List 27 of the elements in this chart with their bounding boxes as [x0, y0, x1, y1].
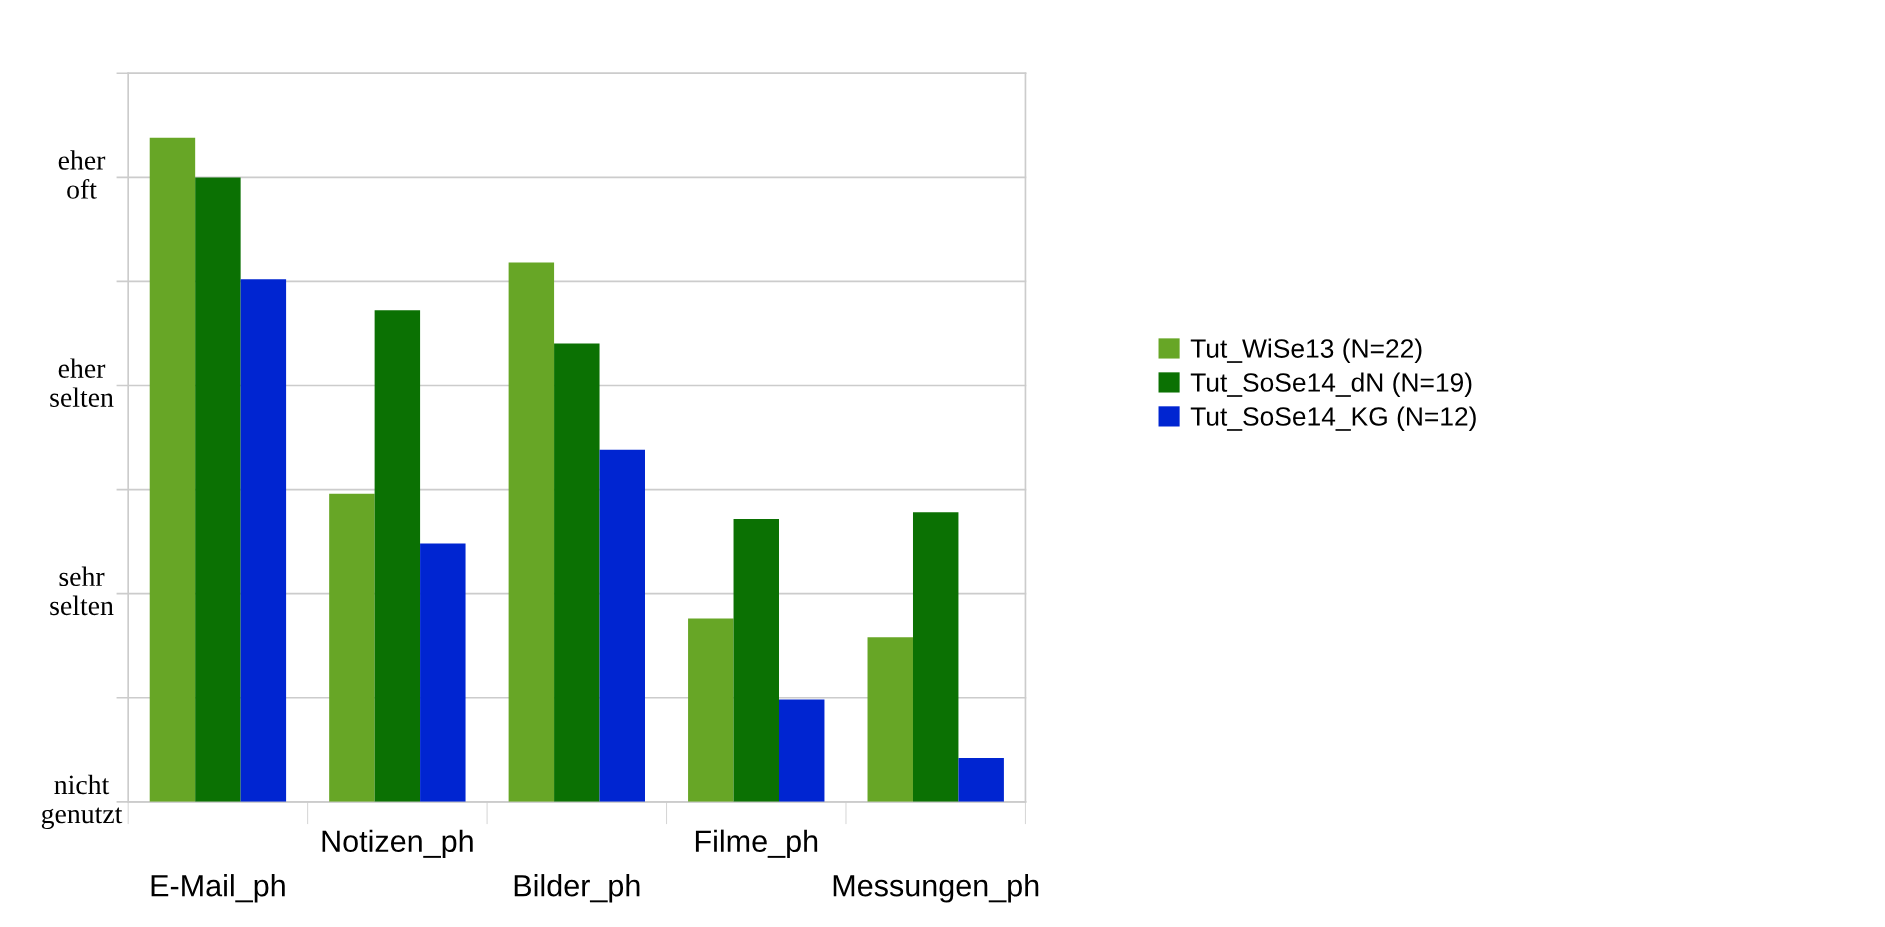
- bar: [240, 279, 287, 802]
- legend-label: Tut_WiSe13 (N=22): [1190, 338, 1422, 364]
- bar: [508, 262, 555, 802]
- text: eher selten: [50, 358, 114, 407]
- text: eher oft: [58, 150, 106, 199]
- bar: [912, 512, 959, 802]
- legend-label: Tut_SoSe14_dN (N=19): [1190, 372, 1472, 398]
- x-tick-label: Messungen_ph: [833, 874, 1039, 903]
- bar: [867, 637, 913, 802]
- bar: [778, 699, 825, 802]
- bar: [958, 758, 1004, 802]
- bar: [374, 310, 421, 802]
- bar: [554, 343, 600, 802]
- text: sehr selten: [50, 566, 114, 616]
- annotation: nicht genutzt: [41, 774, 123, 830]
- bar: [149, 137, 196, 802]
- x-tick-label: E-Mail_ph: [151, 874, 285, 903]
- x-tick-label: Notizen_ph: [322, 829, 473, 859]
- bar: [688, 618, 734, 802]
- x-tick-label: Filme_ph: [695, 829, 818, 859]
- bar: [329, 493, 375, 802]
- legend-label: Tut_SoSe14_KG (N=12): [1190, 406, 1476, 432]
- bar: [420, 543, 466, 802]
- bar: [599, 449, 645, 802]
- x-tick-label: Bilder_ph: [514, 874, 640, 903]
- bar: [733, 518, 779, 802]
- bar: [195, 177, 241, 802]
